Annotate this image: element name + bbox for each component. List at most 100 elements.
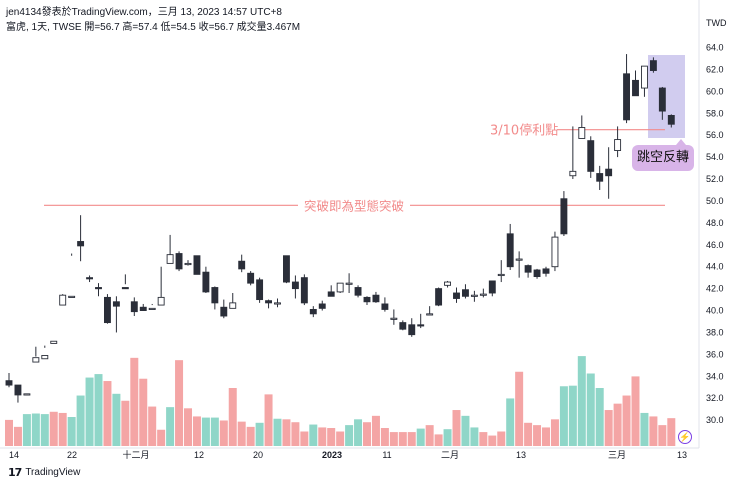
volume-bar (461, 415, 470, 446)
volume-bar (345, 425, 354, 446)
candle-down (112, 301, 120, 307)
volume-bar (282, 419, 291, 446)
candle-up (515, 258, 523, 261)
price-tick-label: 32.0 (706, 393, 724, 403)
volume-bar (363, 422, 371, 446)
candle-up (345, 282, 353, 285)
volume-bar (228, 388, 237, 446)
volume-bar (192, 416, 201, 446)
lightning-icon[interactable]: ⚡ (678, 430, 692, 444)
candle-down (220, 306, 228, 317)
candle-up (578, 127, 586, 139)
time-tick-label: 二月 (441, 450, 459, 460)
volume-bar (550, 419, 559, 446)
candle-down (283, 255, 290, 283)
volume-bar (434, 434, 443, 446)
gap-reversal-callout: 跳空反轉 (632, 139, 694, 171)
volume-bar (148, 406, 157, 446)
candle-up (229, 302, 237, 309)
candle-up (470, 294, 478, 297)
time-tick-label: 20 (253, 450, 263, 460)
price-tick-label: 36.0 (706, 349, 724, 359)
candle-down (381, 303, 389, 310)
candlesticks (5, 54, 675, 403)
volume-bar (13, 426, 22, 446)
volume-bar (175, 360, 184, 446)
volume-bar (559, 386, 568, 446)
volume-bar (613, 403, 622, 446)
price-tick-label: 52.0 (706, 174, 724, 184)
candle-down (560, 198, 568, 235)
volume-bar (157, 429, 166, 446)
volume-bar (31, 413, 40, 446)
volume-bar (40, 414, 49, 446)
tradingview-logo[interactable]: 17 TradingView (8, 466, 80, 479)
price-tick-label: 38.0 (706, 327, 724, 337)
candle-down (300, 277, 308, 304)
volume-bar (237, 421, 246, 446)
volume-bar (380, 428, 389, 446)
candle-down (408, 324, 416, 336)
time-axis[interactable]: 14 22 十二月 12 20 2023 11 二月 13 三月 13 (9, 449, 687, 460)
volume-bar (586, 373, 595, 446)
volume-bar (604, 410, 613, 446)
candle-up (68, 295, 76, 298)
candle-down (667, 115, 675, 125)
currency-label: TWD (706, 18, 727, 28)
candle-down (202, 271, 210, 293)
volume-bar (112, 393, 121, 446)
candle-up (614, 139, 622, 151)
volume-bar (416, 428, 425, 446)
candle-up (336, 282, 344, 293)
candle-down (5, 380, 13, 386)
candle-down (95, 287, 102, 290)
breakout-label: 突破即為型態突破 (304, 198, 404, 213)
candle-up (184, 262, 192, 266)
volume-bar (667, 418, 676, 446)
volume-bar (506, 398, 515, 446)
candle-down (247, 272, 255, 284)
price-tick-label: 64.0 (706, 43, 724, 53)
candle-down (238, 260, 246, 270)
volume-bar (210, 417, 219, 446)
volume-bar (542, 427, 550, 446)
candle-up (569, 170, 577, 177)
time-tick-label: 14 (9, 450, 19, 460)
price-tick-label: 40.0 (706, 306, 724, 316)
candle-down (318, 303, 326, 309)
symbol-ohlc-legend: 富虎, 1天, TWSE 開=56.7 高=57.4 低=54.5 收=56.7… (6, 22, 301, 33)
volume-bar (166, 407, 175, 446)
candle-down (453, 292, 460, 299)
volume-bars (5, 356, 676, 446)
time-tick-label: 13 (516, 450, 526, 460)
candle-down (291, 281, 299, 290)
volume-bar (49, 411, 58, 446)
volume-bar (649, 416, 658, 446)
price-axis[interactable]: 64.0 62.0 60.0 58.0 56.0 54.0 52.0 50.0 48.0 46.0… (706, 43, 724, 426)
volume-bar (389, 432, 398, 446)
time-tick-label: 13 (677, 450, 687, 460)
volume-bar (273, 418, 282, 446)
volume-bar (246, 426, 255, 446)
volume-bar (354, 419, 363, 446)
candle-down (14, 384, 22, 396)
candle-down (435, 288, 443, 306)
candle-down (596, 173, 604, 182)
volume-bar (533, 425, 542, 446)
price-tick-label: 42.0 (706, 284, 724, 294)
time-tick-label: 十二月 (122, 449, 149, 460)
candle-down (211, 287, 219, 304)
volume-bar (488, 435, 497, 446)
candle-down (327, 291, 335, 297)
candle-up (41, 355, 49, 360)
candle-down (605, 168, 613, 177)
candle-down (265, 300, 272, 304)
volume-bar (139, 378, 148, 446)
candle-up (444, 281, 451, 286)
candle-up (32, 357, 40, 363)
candle-up (479, 293, 487, 296)
price-tick-label: 48.0 (706, 218, 724, 228)
time-tick-label: 22 (67, 450, 77, 460)
